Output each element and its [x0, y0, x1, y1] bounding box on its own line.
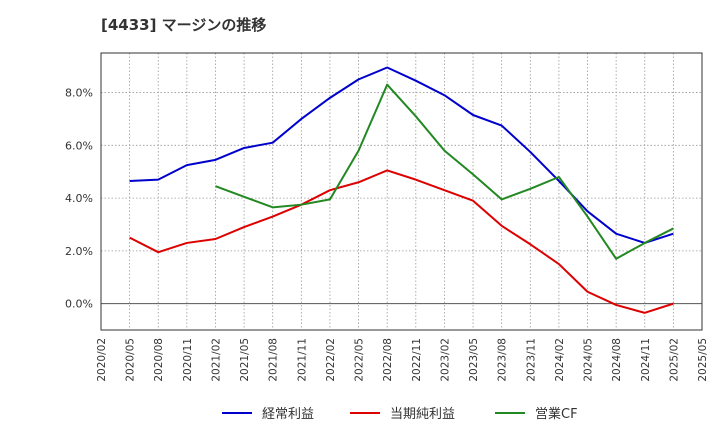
x-tick-label: 2022/05: [354, 338, 366, 382]
x-tick-label: 2022/11: [411, 338, 423, 382]
x-tick-label: 2020/11: [182, 338, 194, 382]
x-tick-label: 2022/08: [382, 338, 394, 382]
x-tick-label: 2021/08: [268, 338, 280, 382]
x-tick-label: 2022/02: [325, 338, 337, 382]
x-tick-label: 2020/05: [125, 338, 137, 382]
series-line-0: [129, 66, 674, 244]
y-tick-label: 6.0%: [65, 139, 93, 152]
x-tick-label: 2021/05: [239, 338, 251, 382]
x-tick-label: 2020/02: [96, 338, 108, 382]
x-tick-label: 2023/11: [525, 338, 537, 382]
chart-title: [4433] マージンの推移: [101, 16, 267, 34]
y-tick-label: 8.0%: [65, 87, 93, 100]
x-tick-label: 2025/02: [668, 338, 680, 382]
x-tick-label: 2024/11: [640, 338, 652, 382]
x-tick-label: 2024/08: [611, 338, 623, 382]
legend-label-1: 当期純利益: [390, 407, 455, 422]
series-line-1: [129, 169, 674, 314]
x-tick-label: 2021/11: [296, 338, 308, 382]
y-tick-label: 2.0%: [65, 245, 93, 258]
y-tick-label: 0.0%: [65, 298, 93, 311]
plot-area: [101, 53, 702, 330]
y-tick-label: 4.0%: [65, 192, 93, 205]
plot-border: [100, 52, 703, 331]
x-tick-label: 2025/05: [697, 338, 709, 382]
legend-label-2: 営業CF: [535, 406, 578, 422]
legend-label-0: 経常利益: [262, 407, 314, 422]
x-tick-label: 2024/05: [583, 338, 595, 382]
series-line-2: [215, 83, 674, 260]
x-tick-label: 2020/08: [153, 338, 165, 382]
x-tick-label: 2024/02: [554, 338, 566, 382]
x-tick-label: 2023/08: [497, 338, 509, 382]
x-tick-label: 2023/05: [468, 338, 480, 382]
x-tick-label: 2021/02: [210, 338, 222, 382]
x-tick-label: 2023/02: [439, 338, 451, 382]
